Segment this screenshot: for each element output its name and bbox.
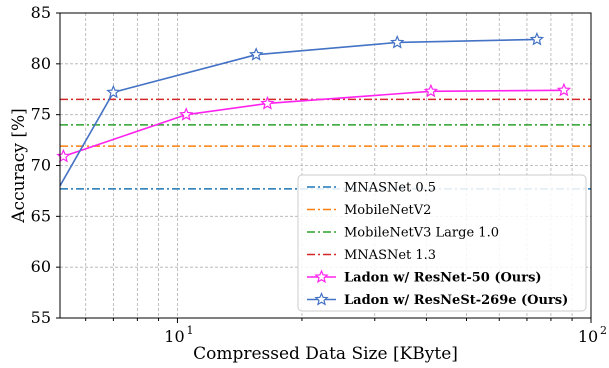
y-tick-label: 65 [31, 206, 51, 225]
y-tick-label: 85 [31, 3, 51, 22]
legend-label: Ladon w/ ResNeSt-269e (Ours) [344, 293, 568, 308]
legend-marker [314, 269, 329, 284]
legend: MNASNet 0.5 MobileNetV2 MobileNetV3 Large … [297, 174, 587, 312]
legend-label: MobileNetV2 [344, 203, 431, 218]
x-tick-exponent: 2 [600, 324, 607, 337]
data-point [106, 84, 121, 99]
data-point [529, 31, 545, 46]
legend-label: MNASNet 1.3 [344, 248, 436, 263]
data-point [423, 83, 439, 98]
y-axis-title: Accuracy [%] [9, 108, 29, 223]
legend-label: MNASNet 0.5 [344, 181, 436, 196]
data-point [556, 82, 572, 97]
legend-label: MobileNetV3 Large 1.0 [344, 226, 499, 241]
legend-marker [314, 291, 329, 306]
data-point [260, 95, 275, 110]
series-line [59, 38, 537, 187]
legend-box [297, 174, 587, 312]
x-tick-exponent: 1 [186, 324, 193, 337]
y-tick-label: 80 [31, 54, 51, 73]
x-tick-label: 10 [578, 327, 598, 346]
data-point [56, 148, 71, 163]
y-tick-label: 70 [31, 156, 51, 175]
data-point [248, 47, 264, 61]
x-axis-title: Compressed Data Size [KByte] [193, 344, 458, 364]
data-point [390, 34, 405, 49]
y-tick-label: 75 [31, 105, 51, 124]
x-tick-label: 10 [164, 327, 184, 346]
y-tick-label: 60 [31, 257, 51, 276]
y-tick-label: 55 [31, 308, 51, 327]
series-lines [56, 31, 572, 187]
legend-label: Ladon w/ ResNet-50 (Ours) [344, 271, 542, 286]
data-point [179, 107, 194, 121]
